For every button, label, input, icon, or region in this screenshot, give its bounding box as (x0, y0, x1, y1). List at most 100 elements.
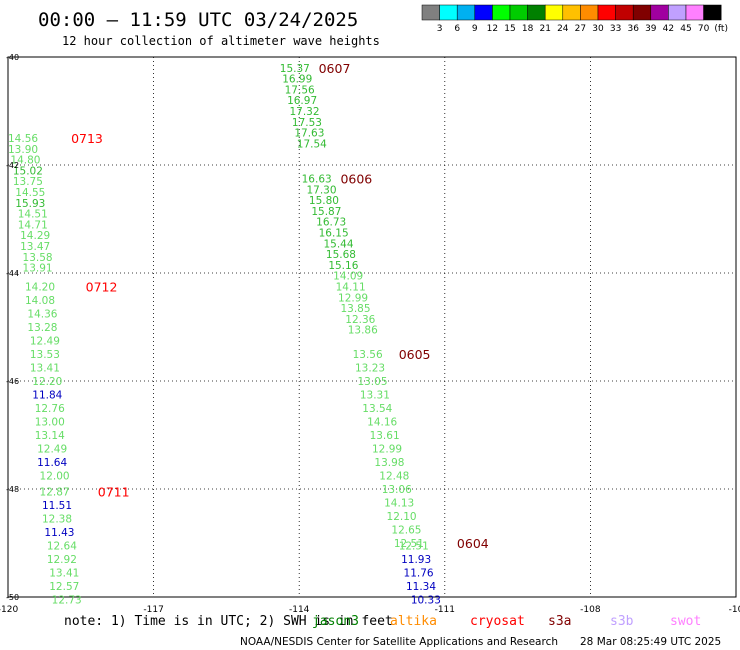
wave-height-label: 14.56 (8, 133, 38, 145)
wave-height-label: 17.56 (285, 84, 315, 96)
wave-height-label: 12.38 (42, 514, 72, 526)
wave-height-label: 14.11 (336, 282, 366, 294)
wave-height-label: 15.16 (328, 260, 358, 272)
wave-height-label: 11.93 (401, 554, 431, 566)
wave-height-label: 13.75 (13, 176, 43, 188)
scale-swatch (456, 4, 476, 21)
wave-height-label: 15.87 (311, 206, 341, 218)
scale-label: 9 (472, 24, 478, 34)
wave-height-label: 11.84 (32, 390, 62, 402)
wave-height-label: 17.32 (289, 106, 319, 118)
wave-height-label: 12.87 (40, 487, 70, 499)
scale-label: 15 (504, 24, 515, 34)
track-time-label: 0713 (71, 131, 103, 146)
y-tick-label: -46 (6, 377, 19, 386)
plot-area: 15.3716.9917.5616.9717.3217.5317.6317.54… (7, 56, 737, 607)
grid-lines (8, 57, 736, 597)
chart-title: 00:00 – 11:59 UTC 03/24/2025 (38, 9, 358, 31)
satellite-swot: swot (670, 614, 701, 629)
satellite-tracks: 15.3716.9917.5616.9717.3217.5317.6317.54… (8, 61, 489, 607)
scale-label: 42 (663, 24, 674, 34)
wave-height-label: 12.51 (394, 538, 424, 550)
wave-height-label: 12.51 (399, 541, 429, 553)
scale-swatch (668, 4, 687, 21)
scale-label: 39 (645, 24, 657, 34)
footer-credit: NOAA/NESDIS Center for Satellite Applica… (240, 636, 558, 648)
wave-height-label: 13.85 (340, 303, 370, 315)
wave-height-label: 13.14 (35, 430, 65, 442)
track-time-label: 0606 (340, 172, 372, 187)
satellite-s3b: s3b (610, 614, 634, 629)
scale-swatch (632, 4, 652, 21)
x-tick-label: -120 (0, 605, 18, 615)
wave-height-label: 12.73 (52, 595, 82, 607)
wave-height-label: 14.20 (25, 282, 55, 294)
x-tick-label: -10 (729, 605, 740, 615)
scale-label: 12 (487, 24, 498, 34)
scale-swatch (527, 4, 546, 21)
scale-label: 45 (680, 24, 691, 34)
satellite-cryosat: cryosat (470, 614, 525, 629)
wave-height-label: 12.65 (391, 525, 421, 537)
color-scale-legend: 3 6 9 12 15 18 21 24 27 30 33 36 39 42 45 70 (ft) (421, 4, 728, 34)
chart-subtitle: 12 hour collection of altimeter wave hei… (62, 34, 380, 48)
wave-height-label: 12.49 (37, 444, 67, 456)
wave-height-label: 13.86 (348, 325, 378, 337)
wave-height-label: 12.48 (379, 471, 409, 483)
wave-height-label: 17.63 (294, 128, 324, 140)
x-tick-label: -114 (289, 605, 310, 615)
scale-label: 30 (592, 24, 604, 34)
wave-height-label: 13.56 (353, 349, 383, 361)
wave-height-label: 14.36 (27, 309, 57, 321)
track-time-label: 0711 (98, 485, 130, 500)
scale-label: 6 (454, 24, 460, 34)
wave-height-label: 15.02 (13, 165, 43, 177)
x-tick-label: -117 (143, 605, 163, 615)
y-tick-label: -44 (6, 269, 19, 278)
scale-label: 33 (610, 24, 621, 34)
wave-height-label: 14.08 (25, 295, 55, 307)
track-time-label: 0604 (457, 536, 489, 551)
wave-height-label: 17.30 (306, 184, 336, 196)
wave-height-label: 15.44 (323, 238, 353, 250)
wave-height-label: 15.37 (280, 63, 310, 75)
wave-height-label: 14.51 (18, 209, 48, 221)
scale-swatch (615, 4, 634, 21)
plot-frame (7, 56, 737, 598)
wave-height-label: 13.53 (30, 349, 60, 361)
track-0607: 15.3716.9917.5616.9717.3217.5317.6317.54… (280, 61, 351, 151)
wave-height-label: 11.76 (404, 568, 434, 580)
scale-swatch (650, 4, 669, 21)
wave-height-label: 13.00 (35, 417, 65, 429)
scale-label: 36 (627, 24, 639, 34)
wave-height-label: 12.57 (49, 581, 79, 593)
y-tick-label: -48 (6, 485, 19, 494)
wave-height-label: 11.43 (44, 527, 74, 539)
scale-swatch (562, 4, 581, 21)
wave-height-label: 12.64 (47, 541, 77, 553)
wave-height-label: 13.91 (23, 263, 53, 275)
scale-label: (ft) (714, 24, 728, 34)
track-time-label: 0605 (399, 347, 431, 362)
wave-height-label: 15.93 (15, 198, 45, 210)
x-tick-label: -108 (580, 605, 601, 615)
wave-height-label: 14.29 (20, 230, 50, 242)
track-0712: 14.2014.0814.3613.2812.4913.5313.4112.20… (25, 280, 117, 483)
wave-height-label: 13.41 (30, 363, 60, 375)
wave-height-label: 16.97 (287, 95, 317, 107)
wave-height-label: 14.80 (10, 155, 40, 167)
wave-height-label: 16.63 (302, 174, 332, 186)
wave-height-label: 12.49 (30, 336, 60, 348)
wave-height-label: 15.80 (309, 195, 339, 207)
scale-swatch (544, 4, 564, 21)
satellite-legend: jason3 altika cryosat s3a s3b swot (312, 614, 701, 629)
wave-height-label: 12.76 (35, 403, 65, 415)
wave-height-label: 14.09 (333, 271, 363, 283)
wave-height-label: 13.06 (382, 484, 412, 496)
scale-label: 21 (539, 24, 550, 34)
wave-height-label: 12.99 (338, 292, 368, 304)
wave-height-label: 13.41 (49, 568, 79, 580)
